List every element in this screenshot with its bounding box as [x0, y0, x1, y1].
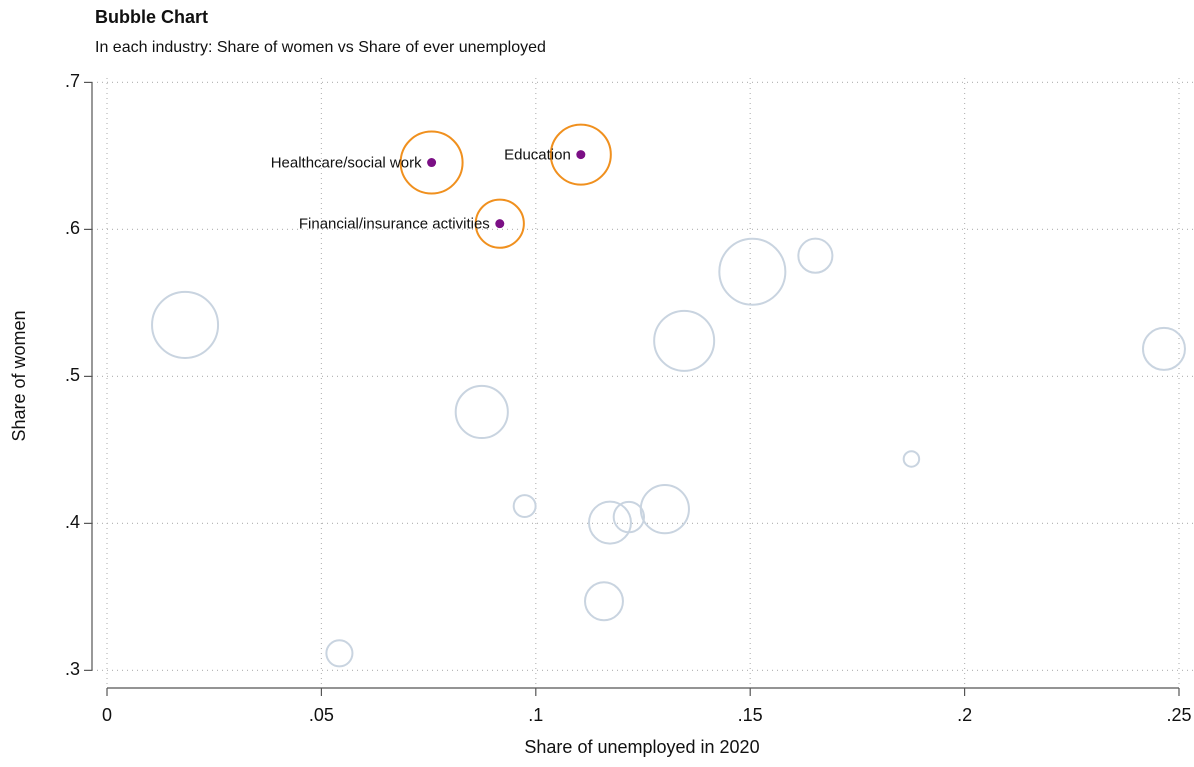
bubble-center: [495, 219, 505, 229]
x-tick-label: .25: [1166, 705, 1191, 725]
bubble: [151, 290, 220, 359]
y-tick-label: .7: [65, 71, 80, 91]
bubble: [549, 123, 612, 186]
bubble: [612, 500, 646, 534]
bubble: [639, 484, 690, 535]
bubble: [474, 198, 525, 249]
y-tick-label: .5: [65, 365, 80, 385]
x-tick-label: .2: [957, 705, 972, 725]
bubble-center: [576, 150, 586, 160]
y-tick-label: .6: [65, 218, 80, 238]
bubble: [588, 500, 632, 545]
bubble: [454, 384, 509, 440]
point-label: Financial/insurance activities: [299, 216, 490, 233]
x-tick-label: .05: [309, 705, 334, 725]
bubble: [512, 494, 537, 518]
bubble: [584, 581, 624, 622]
y-axis-title: Share of women: [9, 310, 29, 441]
x-tick-label: 0: [102, 705, 112, 725]
bubble: [718, 237, 787, 306]
bubble: [797, 237, 834, 274]
y-tick-label: .4: [65, 512, 80, 532]
x-axis-title: Share of unemployed in 2020: [524, 737, 759, 757]
bubble-center: [427, 158, 437, 168]
bubble: [902, 450, 921, 468]
point-label: Education: [504, 147, 571, 164]
bubble: [325, 639, 354, 668]
x-tick-label: .15: [738, 705, 763, 725]
bubble: [399, 130, 464, 195]
chart-subtitle: In each industry: Share of women vs Shar…: [95, 39, 546, 56]
point-label: Healthcare/social work: [271, 154, 422, 171]
x-tick-label: .1: [528, 705, 543, 725]
bubble: [653, 309, 716, 372]
bubble: [1142, 326, 1186, 371]
chart-title: Bubble Chart: [95, 7, 208, 27]
y-tick-label: .3: [65, 659, 80, 679]
